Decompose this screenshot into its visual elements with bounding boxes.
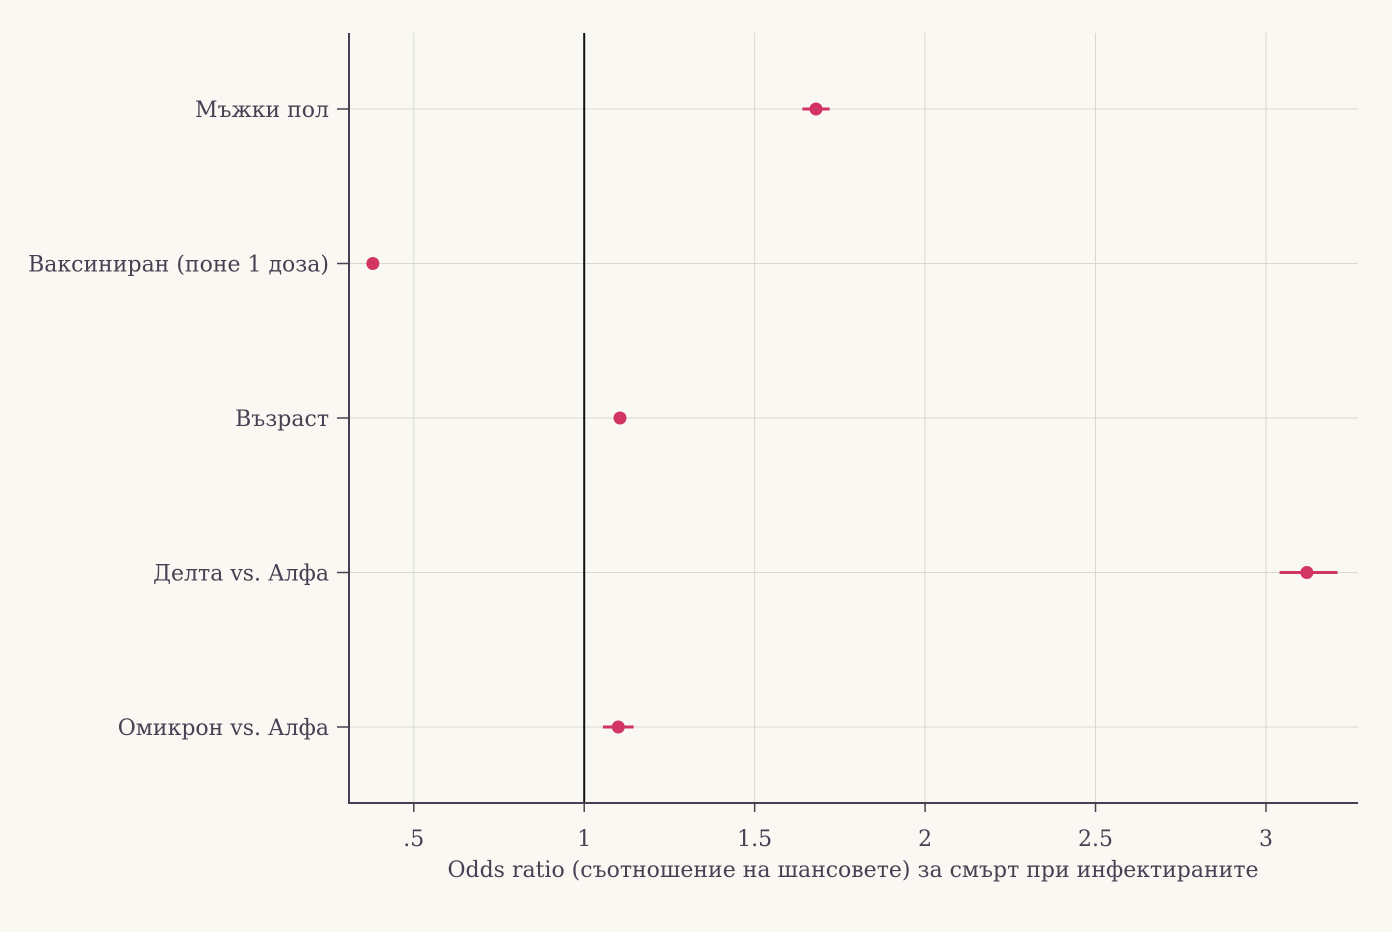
- point-estimate: [366, 257, 380, 270]
- y-tick-label: Делта vs. Алфа: [153, 562, 329, 587]
- point-estimate: [611, 720, 625, 734]
- x-tick-label: 1: [577, 827, 591, 852]
- x-tick-label: 1.5: [737, 827, 772, 852]
- axes: [337, 33, 1358, 812]
- y-tick-label: Мъжки пол: [195, 98, 329, 123]
- x-axis-title: Odds ratio (съотношение на шансовете) за…: [447, 858, 1258, 883]
- grid-lines: [349, 33, 1358, 803]
- x-tick-label: 2: [918, 827, 932, 852]
- point-estimate: [809, 102, 823, 116]
- y-tick-label: Омикрон vs. Алфа: [118, 716, 329, 741]
- y-tick-label: Ваксиниран (поне 1 доза): [28, 253, 329, 278]
- x-tick-label: 3: [1259, 827, 1273, 852]
- data-marks: [366, 102, 1338, 734]
- point-estimate: [613, 411, 627, 425]
- point-estimate: [1300, 566, 1314, 579]
- x-tick-label: 2.5: [1078, 827, 1113, 852]
- x-tick-label: .5: [403, 827, 424, 852]
- y-tick-label: Възраст: [235, 407, 329, 432]
- tick-labels: .5 1 1.5 2 2.5 3 Мъжки пол Ваксиниран (поне 1 д…: [28, 98, 1273, 852]
